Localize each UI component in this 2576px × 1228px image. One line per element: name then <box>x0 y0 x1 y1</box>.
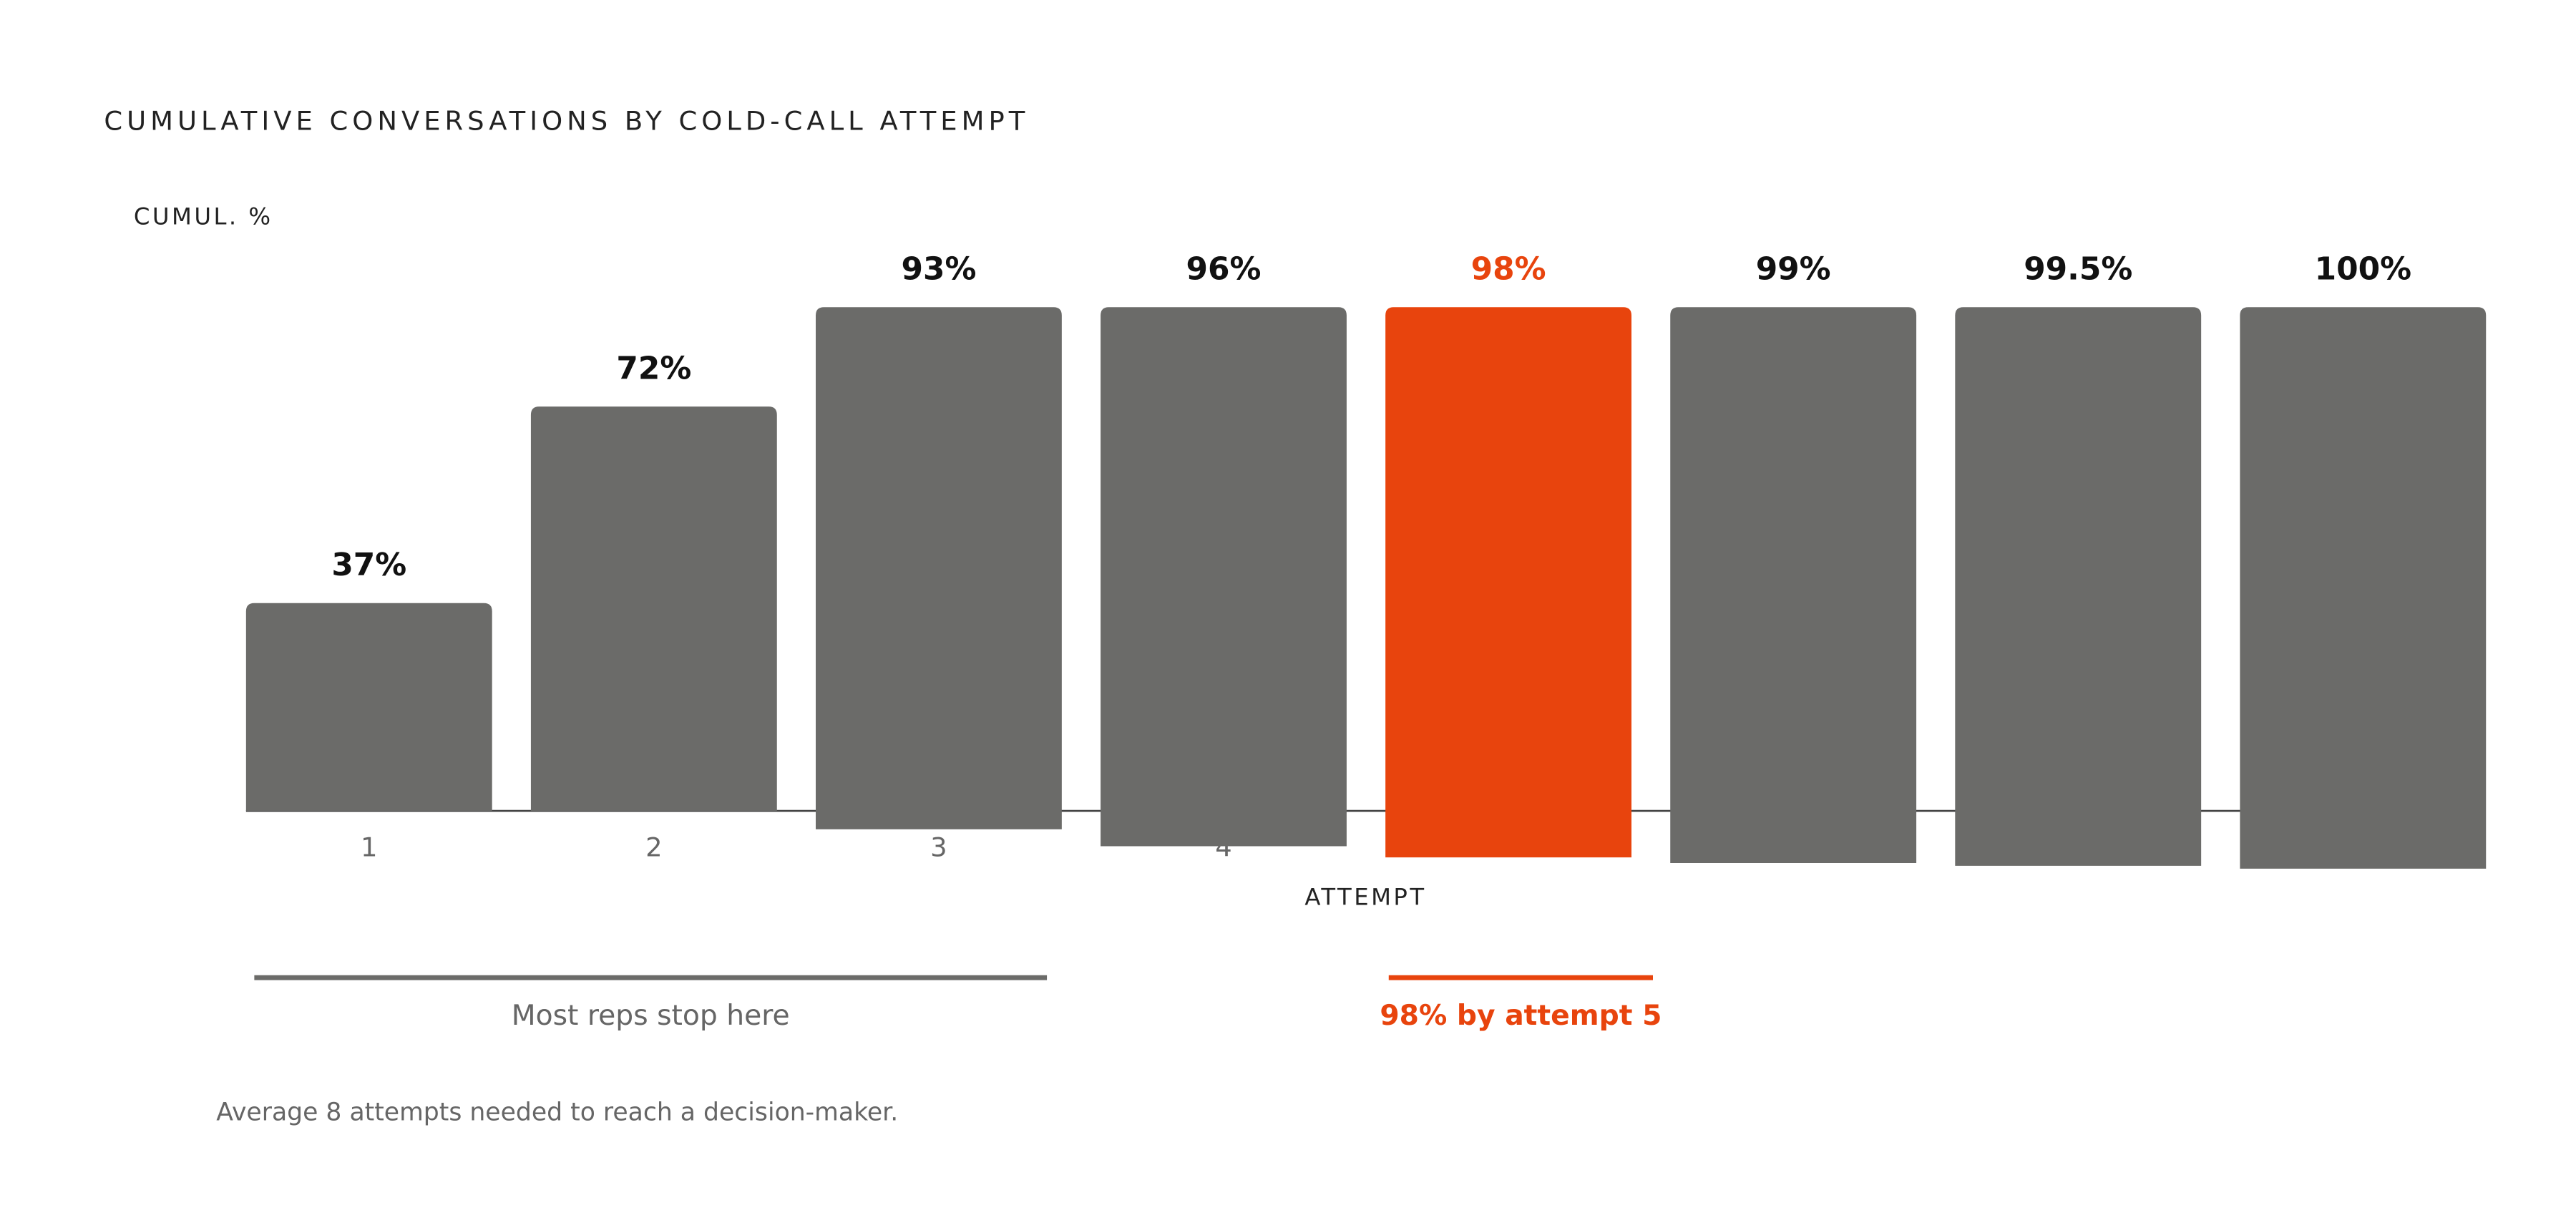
y-axis-label: CUMUL. % <box>134 203 273 230</box>
bar <box>1670 307 1917 863</box>
plot: 1234567837%72%93%96%98%99%99.5%100% <box>245 250 2487 869</box>
value-label: 93% <box>901 250 976 287</box>
footnote: Average 8 attempts needed to reach a dec… <box>216 1098 898 1126</box>
value-label: 98% <box>1471 250 1546 287</box>
value-label: 37% <box>331 547 406 583</box>
x-axis-label: ATTEMPT <box>1304 883 1426 910</box>
value-label: 100% <box>2315 250 2411 287</box>
bar <box>245 603 492 812</box>
annotation: 98% by attempt 5 <box>1380 1000 1662 1032</box>
value-label: 99.5% <box>2024 250 2132 287</box>
bar <box>1955 307 2202 866</box>
value-label: 72% <box>616 350 691 386</box>
x-tick-label: 1 <box>361 832 377 863</box>
chart-title: CUMULATIVE CONVERSATIONS BY COLD-CALL AT… <box>104 105 1029 136</box>
x-tick-label: 3 <box>930 832 947 863</box>
value-label: 96% <box>1186 250 1262 287</box>
bar <box>530 406 777 812</box>
value-label: 99% <box>1756 250 1831 287</box>
x-tick-label: 2 <box>645 832 662 863</box>
bar <box>1385 307 1631 858</box>
bar <box>2240 307 2487 869</box>
annotation: Most reps stop here <box>512 1000 790 1032</box>
bar <box>816 307 1062 829</box>
bar <box>1101 307 1347 847</box>
